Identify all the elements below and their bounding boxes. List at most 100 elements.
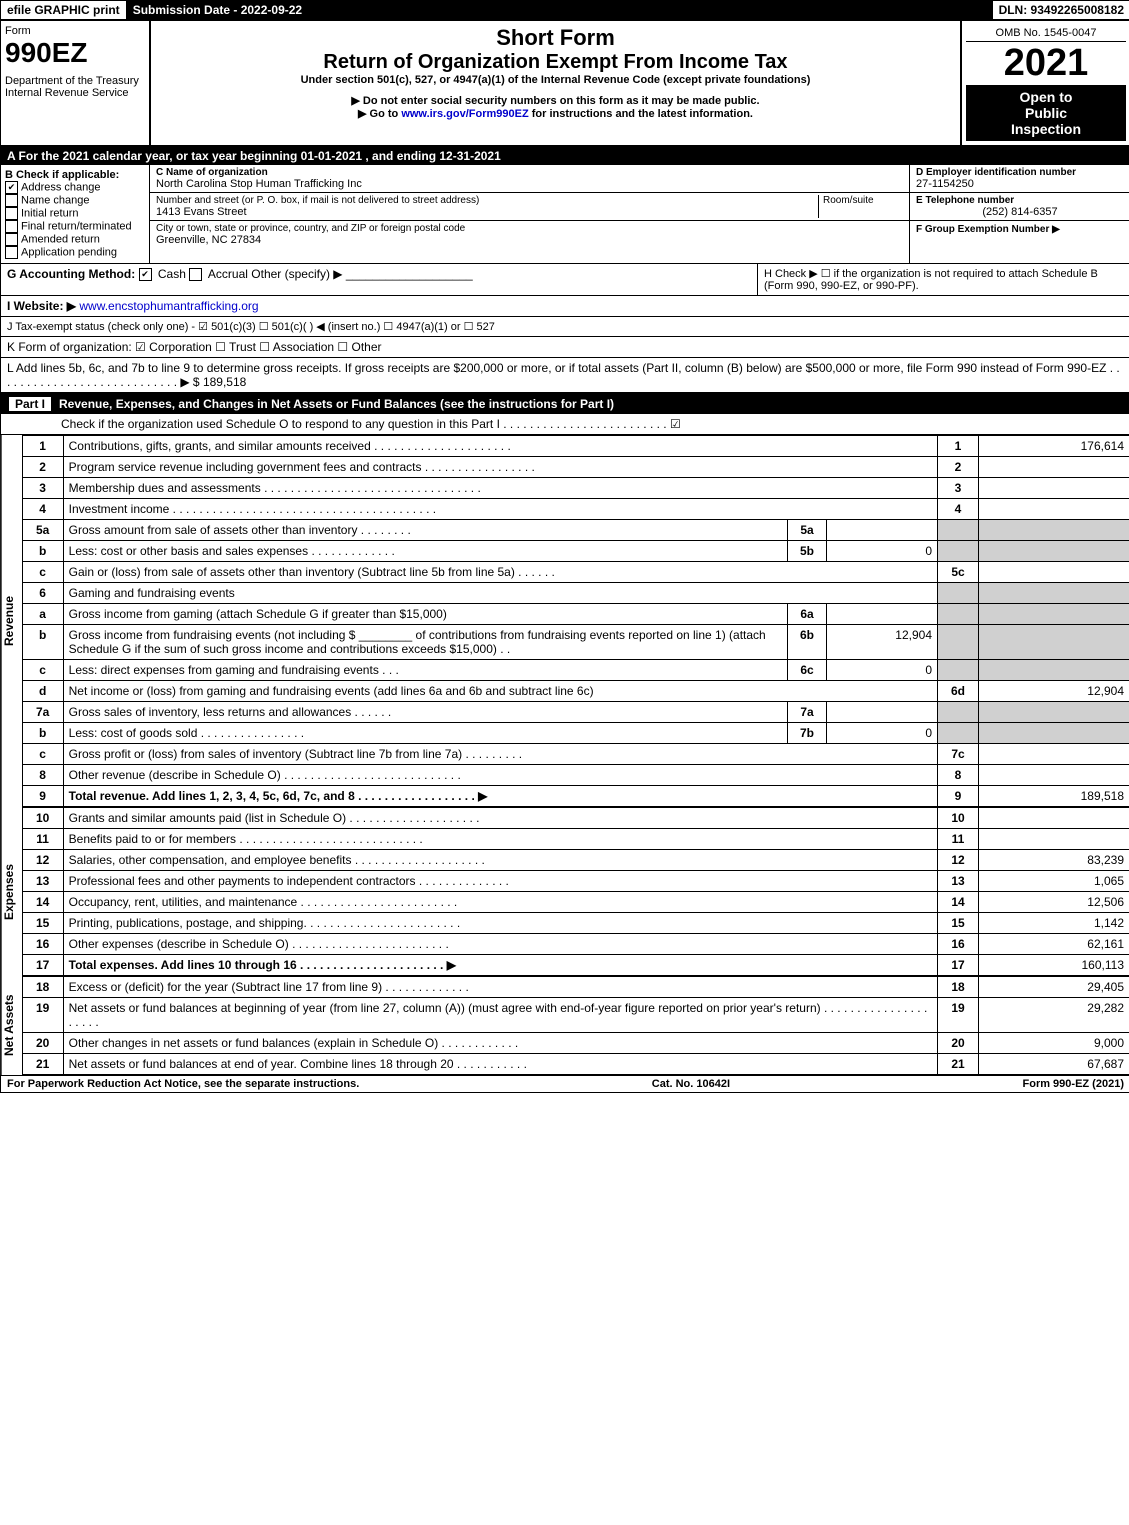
line-num: 21: [22, 1054, 63, 1075]
omb-number: OMB No. 1545-0047: [966, 25, 1126, 42]
gray-cell: [979, 583, 1129, 604]
line-ref: 15: [938, 913, 979, 934]
line-desc: Gross income from fundraising events (no…: [63, 625, 787, 660]
irs-link[interactable]: www.irs.gov/Form990EZ: [401, 108, 528, 120]
table-row: 11Benefits paid to or for members . . . …: [22, 829, 1129, 850]
table-row: 19Net assets or fund balances at beginni…: [22, 998, 1129, 1033]
table-row: 8Other revenue (describe in Schedule O) …: [22, 765, 1129, 786]
table-row: 20Other changes in net assets or fund ba…: [22, 1033, 1129, 1054]
line-l: L Add lines 5b, 6c, and 7b to line 9 to …: [1, 358, 1129, 394]
line-k: K Form of organization: ☑ Corporation ☐ …: [1, 337, 1129, 358]
line-num: 9: [22, 786, 63, 807]
table-row: 14Occupancy, rent, utilities, and mainte…: [22, 892, 1129, 913]
line-ref: 1: [938, 436, 979, 457]
gray-cell: [979, 625, 1129, 660]
chk-addr-change[interactable]: Address change: [5, 181, 145, 194]
table-row: cGross profit or (loss) from sales of in…: [22, 744, 1129, 765]
line-g: G Accounting Method: Cash Accrual Other …: [1, 264, 757, 295]
gray-cell: [938, 541, 979, 562]
city-value: Greenville, NC 27834: [156, 234, 903, 246]
org-name: North Carolina Stop Human Trafficking In…: [156, 178, 903, 190]
mini-ref: 6a: [788, 604, 827, 625]
box-b-label: B Check if applicable:: [5, 169, 145, 181]
line-val: 29,282: [979, 998, 1129, 1033]
initial-label: Initial return: [21, 207, 78, 219]
line-desc: Less: cost of goods sold . . . . . . . .…: [63, 723, 787, 744]
section-a-taxyear: A For the 2021 calendar year, or tax yea…: [1, 147, 1129, 165]
amended-label: Amended return: [21, 233, 100, 245]
line-val: [979, 562, 1129, 583]
info-grid: B Check if applicable: Address change Na…: [1, 165, 1129, 264]
line-ref: 2: [938, 457, 979, 478]
f-label: F Group Exemption Number ▶: [916, 224, 1060, 235]
line-num: b: [22, 541, 63, 562]
bullet-ssn: ▶ Do not enter social security numbers o…: [155, 94, 956, 107]
footer-left: For Paperwork Reduction Act Notice, see …: [7, 1078, 359, 1090]
line-num: 2: [22, 457, 63, 478]
line-num: 11: [22, 829, 63, 850]
line-val: 29,405: [979, 977, 1129, 998]
line-num: 5a: [22, 520, 63, 541]
irs-label: Internal Revenue Service: [5, 87, 145, 99]
table-row: cLess: direct expenses from gaming and f…: [22, 660, 1129, 681]
bullet-goto: ▶ Go to www.irs.gov/Form990EZ for instru…: [155, 107, 956, 120]
goto-post: for instructions and the latest informat…: [529, 108, 753, 120]
line-desc: Other revenue (describe in Schedule O) .…: [63, 765, 937, 786]
checkbox-icon[interactable]: [189, 268, 202, 281]
goto-pre: ▶ Go to: [358, 108, 401, 120]
org-name-row: C Name of organization North Carolina St…: [150, 165, 909, 193]
chk-name-change[interactable]: Name change: [5, 194, 145, 207]
checkbox-icon: [5, 181, 18, 194]
line-val: 1,065: [979, 871, 1129, 892]
line-val: [979, 808, 1129, 829]
line-ref: 14: [938, 892, 979, 913]
line-ref: 16: [938, 934, 979, 955]
table-row: 4Investment income . . . . . . . . . . .…: [22, 499, 1129, 520]
city-label: City or town, state or province, country…: [156, 223, 903, 234]
line-desc: Program service revenue including govern…: [63, 457, 937, 478]
line-num: c: [22, 744, 63, 765]
form-990ez-page: efile GRAPHIC print Submission Date - 20…: [0, 0, 1129, 1093]
revenue-table: 1Contributions, gifts, grants, and simil…: [22, 435, 1129, 807]
table-row: 13Professional fees and other payments t…: [22, 871, 1129, 892]
table-row: 5aGross amount from sale of assets other…: [22, 520, 1129, 541]
line-ref: 6d: [938, 681, 979, 702]
line-num: b: [22, 723, 63, 744]
chk-amended[interactable]: Amended return: [5, 233, 145, 246]
netassets-table: 18Excess or (deficit) for the year (Subt…: [22, 976, 1129, 1075]
line-num: a: [22, 604, 63, 625]
line-num: 14: [22, 892, 63, 913]
chk-pending[interactable]: Application pending: [5, 246, 145, 259]
line-num: 15: [22, 913, 63, 934]
checkbox-icon[interactable]: [139, 268, 152, 281]
form-number: 990EZ: [5, 37, 145, 69]
line-desc: Gross sales of inventory, less returns a…: [63, 702, 787, 723]
dept-treasury: Department of the Treasury: [5, 75, 145, 87]
street-value: 1413 Evans Street: [156, 206, 818, 218]
line-val: [979, 478, 1129, 499]
line-desc: Less: direct expenses from gaming and fu…: [63, 660, 787, 681]
line-desc: Gaming and fundraising events: [63, 583, 937, 604]
g-label: G Accounting Method:: [7, 267, 135, 281]
line-desc: Net assets or fund balances at end of ye…: [63, 1054, 937, 1075]
line-num: 18: [22, 977, 63, 998]
website-link[interactable]: www.encstophumantrafficking.org: [79, 299, 258, 313]
line-ref: 13: [938, 871, 979, 892]
table-row: 12Salaries, other compensation, and empl…: [22, 850, 1129, 871]
chk-initial[interactable]: Initial return: [5, 207, 145, 220]
ein-row: D Employer identification number 27-1154…: [910, 165, 1129, 193]
street-row: Number and street (or P. O. box, if mail…: [150, 193, 909, 221]
open-line2: Public: [970, 105, 1122, 121]
line-desc: Less: cost or other basis and sales expe…: [63, 541, 787, 562]
line-val: [979, 765, 1129, 786]
line-val: 83,239: [979, 850, 1129, 871]
g-other: Other (specify) ▶: [251, 267, 342, 281]
line-val: 160,113: [979, 955, 1129, 976]
tax-year: 2021: [966, 42, 1126, 85]
chk-final[interactable]: Final return/terminated: [5, 220, 145, 233]
line-ref: 4: [938, 499, 979, 520]
street-label: Number and street (or P. O. box, if mail…: [156, 195, 818, 206]
g-accrual: Accrual: [208, 267, 248, 281]
table-row: 1Contributions, gifts, grants, and simil…: [22, 436, 1129, 457]
line-ref: 10: [938, 808, 979, 829]
